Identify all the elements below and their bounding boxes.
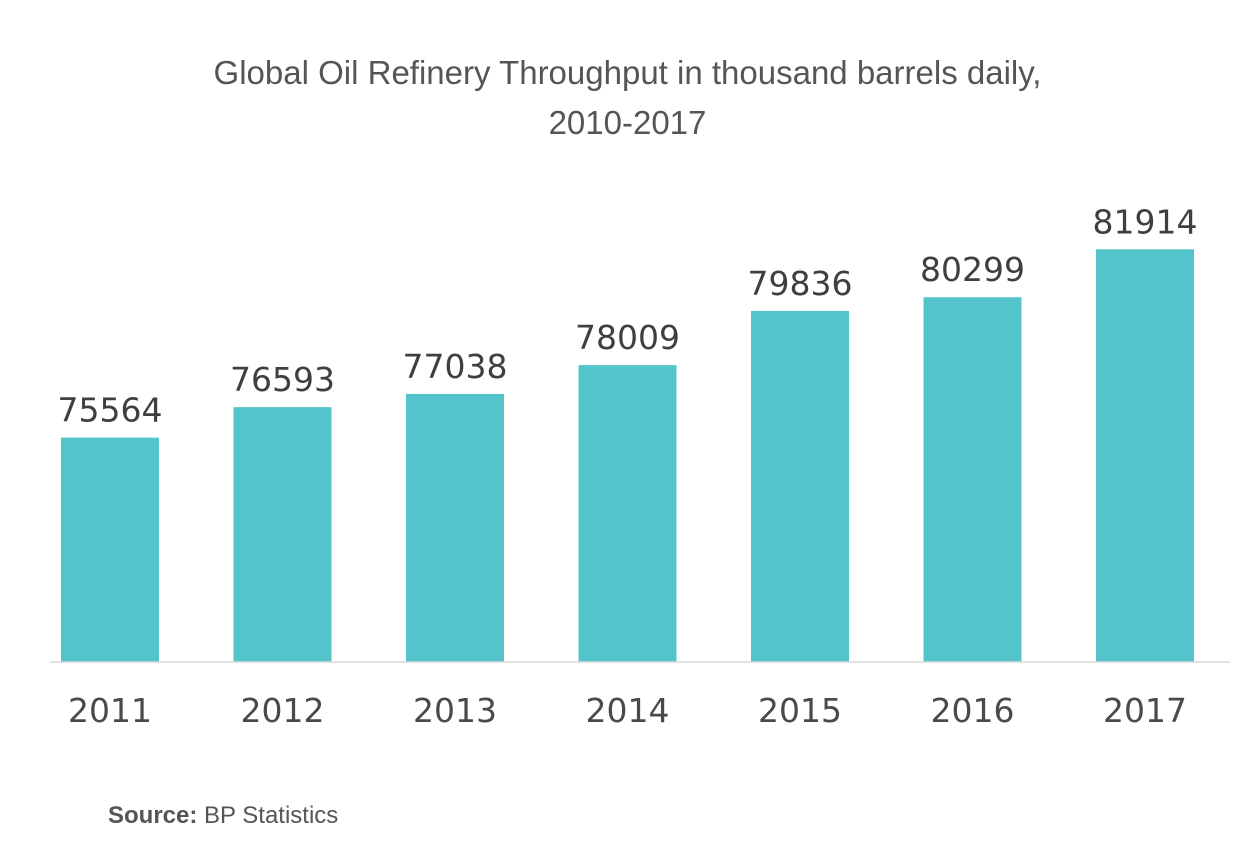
chart-title-block: Global Oil Refinery Throughput in thousa… [0,48,1255,148]
source-note: Source: BP Statistics [108,802,338,830]
data-label-2016: 80299 [920,250,1025,289]
chart-title: Global Oil Refinery Throughput in thousa… [213,54,1042,91]
data-label-2013: 77038 [403,347,508,386]
bar-2016 [923,297,1022,662]
data-label-2015: 79836 [748,264,853,303]
bar-2017 [1096,249,1194,662]
x-tick-label-2014: 2014 [586,691,670,730]
bar-2015 [751,310,849,662]
source-label: Source: [108,802,198,829]
x-tick-label-2013: 2013 [413,691,497,730]
data-label-2012: 76593 [230,360,335,399]
bar-2013 [406,393,504,662]
bar-2014 [578,365,677,662]
x-tick-label-2015: 2015 [758,691,842,730]
x-tick-label-2017: 2017 [1103,691,1187,730]
bars-layer [61,249,1194,662]
x-tick-label-2016: 2016 [931,691,1015,730]
data-label-2014: 78009 [575,318,680,357]
labels-layer: 75564 2011 76593 2012 77038 2013 78009 2014 7983… [58,202,1198,730]
data-label-2011: 75564 [58,391,163,430]
x-tick-label-2011: 2011 [68,691,152,730]
chart-subtitle: 2010-2017 [548,104,707,141]
bar-2012 [233,407,332,662]
source-text: BP Statistics [204,802,339,829]
x-tick-label-2012: 2012 [241,691,325,730]
bar-2011 [61,437,159,662]
data-label-2017: 81914 [1093,202,1198,241]
